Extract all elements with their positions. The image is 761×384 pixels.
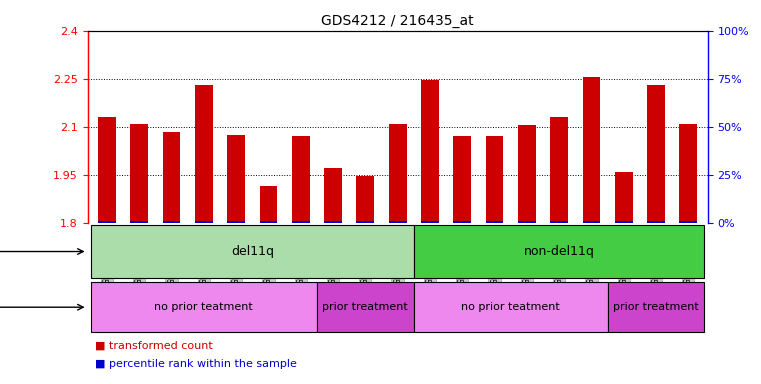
Bar <box>454 136 471 223</box>
Bar <box>421 80 439 223</box>
Bar <box>228 135 245 223</box>
Bar <box>486 136 504 223</box>
Bar <box>356 222 374 223</box>
Bar <box>680 124 697 223</box>
Bar <box>550 117 568 223</box>
Bar <box>260 222 277 223</box>
Bar <box>317 283 414 332</box>
Text: ■ transformed count: ■ transformed count <box>95 341 213 351</box>
Bar <box>163 132 180 223</box>
Text: prior treatment: prior treatment <box>613 302 699 312</box>
Bar <box>414 225 705 278</box>
Bar <box>324 168 342 223</box>
Bar <box>518 125 536 223</box>
Bar <box>583 222 600 223</box>
Bar <box>98 222 116 223</box>
Bar <box>615 222 632 223</box>
Bar <box>130 124 148 223</box>
Bar <box>615 172 632 223</box>
Text: no prior teatment: no prior teatment <box>154 302 253 312</box>
Bar <box>389 222 406 223</box>
Bar <box>291 222 310 223</box>
Bar <box>389 124 406 223</box>
Bar <box>414 283 607 332</box>
Text: prior treatment: prior treatment <box>323 302 408 312</box>
Text: non-del11q: non-del11q <box>524 245 594 258</box>
Bar <box>356 176 374 223</box>
Text: ■ percentile rank within the sample: ■ percentile rank within the sample <box>95 359 297 369</box>
Bar <box>130 222 148 223</box>
Bar <box>324 222 342 223</box>
Bar <box>550 222 568 223</box>
Bar <box>421 222 439 223</box>
Bar <box>680 222 697 223</box>
Bar <box>91 225 414 278</box>
Bar <box>98 117 116 223</box>
Bar <box>583 77 600 223</box>
Bar <box>195 85 212 223</box>
Bar <box>454 222 471 223</box>
Bar <box>163 222 180 223</box>
Bar <box>647 222 665 223</box>
Bar <box>291 136 310 223</box>
Bar <box>518 222 536 223</box>
Bar <box>647 85 665 223</box>
Bar <box>228 222 245 223</box>
Text: no prior teatment: no prior teatment <box>461 302 560 312</box>
Bar <box>195 222 212 223</box>
Text: del11q: del11q <box>231 245 274 258</box>
Bar <box>607 283 705 332</box>
Bar <box>91 283 317 332</box>
Bar <box>260 186 277 223</box>
Bar <box>486 222 504 223</box>
Title: GDS4212 / 216435_at: GDS4212 / 216435_at <box>321 14 474 28</box>
